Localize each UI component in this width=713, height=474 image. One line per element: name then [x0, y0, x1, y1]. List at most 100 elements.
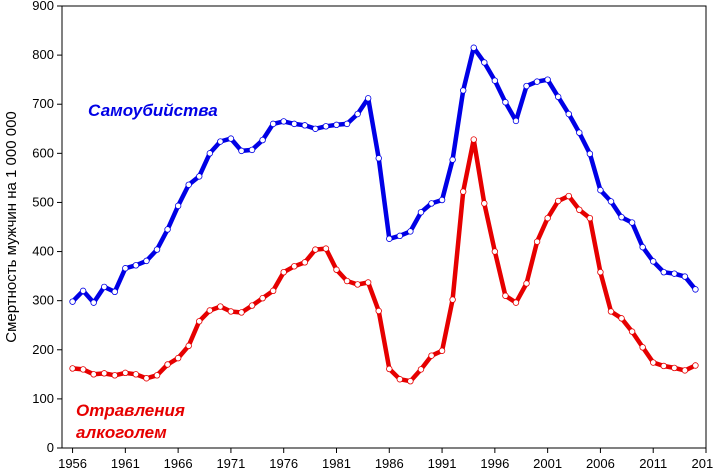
series-layer — [69, 44, 699, 385]
y-tick-label: 600 — [32, 145, 54, 160]
data-point — [354, 281, 361, 288]
x-tick-label: 2016 — [692, 456, 713, 471]
data-point — [671, 270, 678, 277]
data-point — [671, 364, 678, 372]
data-point — [174, 202, 182, 210]
data-point — [428, 352, 435, 359]
data-point — [544, 76, 551, 83]
data-point — [301, 122, 309, 129]
data-point — [227, 135, 235, 142]
x-axis: 1956 1961 1966 1971 1976 1981 1986 1991 1996 2001… — [58, 448, 713, 471]
y-tick-label: 300 — [32, 293, 54, 308]
data-point — [322, 245, 330, 252]
data-point — [639, 344, 646, 351]
data-point — [544, 214, 551, 222]
data-point — [586, 214, 594, 222]
data-point — [280, 268, 287, 276]
data-point — [248, 146, 256, 154]
data-point — [407, 378, 414, 385]
series-label-alcohol-line2: алкоголем — [76, 423, 167, 442]
data-point — [196, 173, 203, 180]
data-point — [576, 206, 583, 214]
data-point — [269, 120, 277, 128]
data-point — [322, 123, 330, 130]
data-point — [259, 295, 266, 302]
data-point — [143, 375, 150, 382]
data-point — [259, 136, 266, 144]
x-tick-label: 2011 — [639, 456, 667, 471]
data-point — [523, 280, 530, 287]
data-point — [449, 296, 456, 303]
data-point — [69, 365, 76, 372]
data-point — [491, 248, 499, 255]
data-point — [386, 235, 393, 242]
plot-frame — [61, 5, 707, 449]
data-point — [597, 268, 604, 276]
data-point — [101, 370, 108, 377]
data-point — [333, 121, 340, 129]
data-point — [69, 298, 76, 305]
data-point — [111, 372, 118, 379]
data-point — [217, 303, 224, 310]
data-point — [280, 118, 287, 125]
data-point — [481, 200, 488, 207]
data-point — [449, 156, 456, 163]
data-point — [343, 277, 351, 285]
data-point — [79, 287, 87, 295]
data-point — [660, 362, 667, 370]
data-point — [196, 318, 203, 325]
data-point — [217, 138, 224, 145]
data-point — [417, 209, 425, 216]
y-tick-label: 400 — [32, 244, 54, 259]
data-point — [407, 228, 414, 235]
data-point — [269, 287, 277, 295]
data-point — [650, 359, 657, 366]
data-point — [607, 198, 615, 205]
data-point — [533, 78, 541, 85]
x-tick-label: 1986 — [375, 456, 404, 471]
y-tick-label: 500 — [32, 194, 54, 209]
y-tick-label: 900 — [32, 0, 54, 13]
data-point — [470, 44, 477, 51]
data-point — [523, 82, 530, 90]
data-point — [164, 226, 171, 233]
data-point — [238, 309, 245, 316]
data-point — [565, 192, 572, 200]
data-point — [554, 93, 562, 101]
data-point — [153, 372, 161, 379]
data-point — [660, 268, 667, 276]
data-point — [132, 371, 140, 378]
data-point — [174, 354, 182, 362]
data-point — [533, 238, 541, 245]
data-point — [512, 299, 520, 306]
data-point — [375, 307, 382, 315]
data-point — [459, 188, 467, 195]
data-point — [101, 283, 108, 291]
data-point — [628, 219, 636, 226]
data-point — [618, 315, 625, 322]
data-point — [491, 77, 499, 84]
x-tick-label: 2006 — [586, 456, 615, 471]
x-tick-label: 2001 — [533, 456, 562, 471]
x-tick-label: 1971 — [216, 456, 245, 471]
data-point — [312, 125, 319, 132]
data-point — [396, 232, 404, 240]
data-point — [354, 110, 361, 118]
data-point — [417, 366, 425, 373]
data-point — [227, 308, 235, 315]
data-point — [681, 367, 689, 374]
data-point — [132, 262, 140, 269]
data-point — [291, 263, 298, 270]
data-point — [343, 120, 351, 128]
series-line-0 — [70, 45, 698, 305]
y-tick-label: 0 — [47, 440, 54, 455]
data-point — [565, 110, 572, 118]
data-point — [364, 95, 372, 102]
data-point — [512, 117, 520, 125]
data-point — [238, 147, 245, 155]
data-point — [90, 299, 97, 306]
data-point — [470, 136, 477, 143]
data-point — [438, 347, 446, 354]
data-point — [79, 366, 87, 373]
